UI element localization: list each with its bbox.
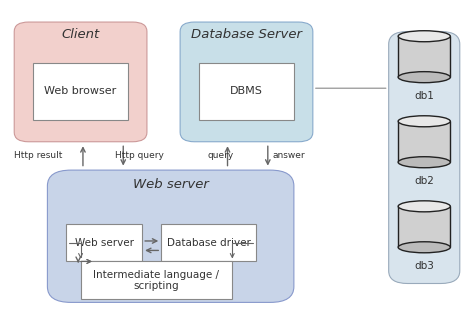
FancyBboxPatch shape [81, 261, 232, 299]
FancyBboxPatch shape [161, 224, 256, 261]
Text: DBMS: DBMS [230, 86, 263, 96]
Text: db2: db2 [414, 176, 434, 186]
Text: db1: db1 [414, 91, 434, 101]
Ellipse shape [398, 242, 450, 253]
FancyBboxPatch shape [180, 22, 313, 142]
Text: Intermediate language /
scripting: Intermediate language / scripting [93, 270, 219, 291]
FancyBboxPatch shape [66, 224, 142, 261]
Ellipse shape [398, 72, 450, 83]
Text: db3: db3 [414, 261, 434, 271]
Text: Web browser: Web browser [45, 86, 117, 96]
FancyBboxPatch shape [389, 32, 460, 284]
Text: Http result: Http result [14, 152, 62, 160]
FancyBboxPatch shape [47, 170, 294, 302]
Ellipse shape [398, 157, 450, 168]
Text: Web server: Web server [75, 238, 134, 248]
Ellipse shape [398, 116, 450, 127]
FancyBboxPatch shape [33, 63, 128, 120]
Text: query: query [207, 152, 234, 160]
Ellipse shape [398, 201, 450, 212]
Text: answer: answer [273, 152, 305, 160]
Polygon shape [398, 36, 450, 77]
Text: Client: Client [62, 28, 100, 41]
Text: Database Server: Database Server [191, 28, 302, 41]
Ellipse shape [398, 31, 450, 42]
FancyBboxPatch shape [14, 22, 147, 142]
Polygon shape [398, 206, 450, 247]
Text: Web server: Web server [133, 178, 209, 191]
FancyBboxPatch shape [199, 63, 294, 120]
Polygon shape [398, 121, 450, 162]
Text: Http query: Http query [115, 152, 164, 160]
Text: Database driver: Database driver [167, 238, 250, 248]
